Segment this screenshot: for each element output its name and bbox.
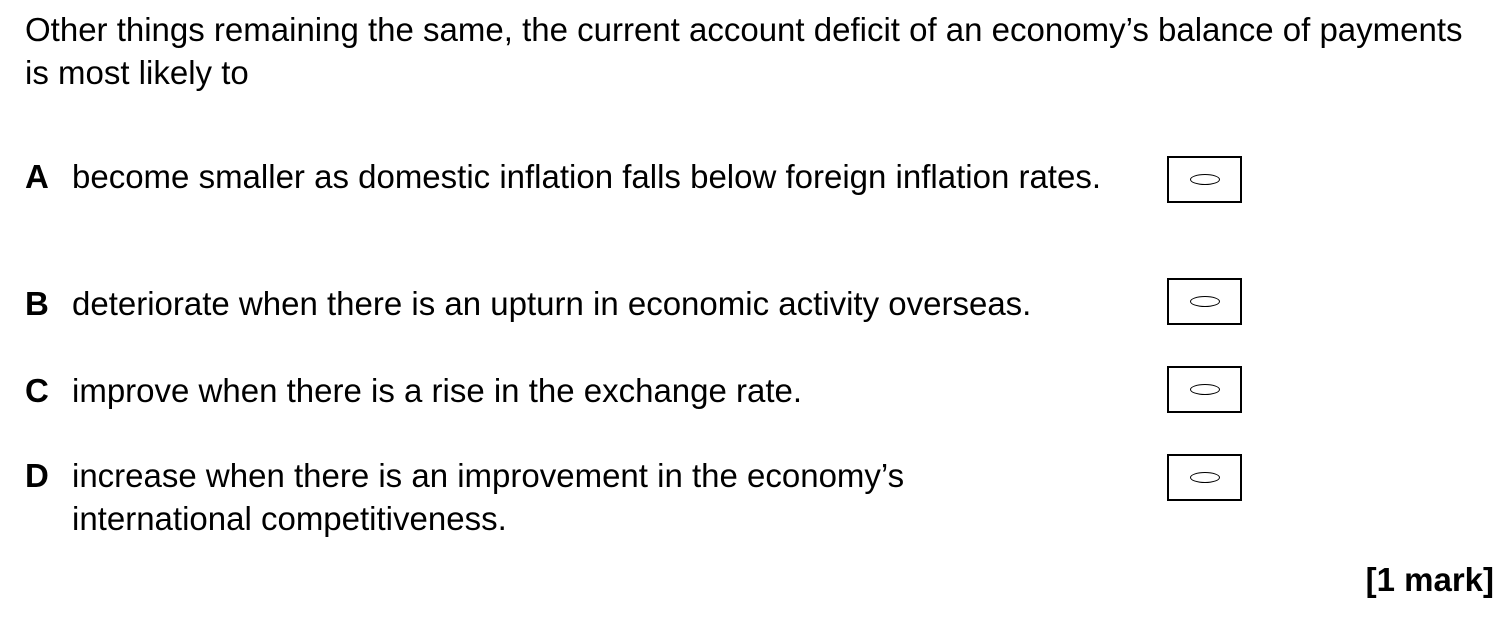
option-text: become smaller as domestic inflation fal… <box>72 158 1101 195</box>
oval-bubble-icon <box>1190 174 1220 185</box>
answer-box-c[interactable] <box>1167 366 1242 413</box>
option-letter: D <box>25 457 49 494</box>
answer-box-d[interactable] <box>1167 454 1242 501</box>
answer-box-a[interactable] <box>1167 156 1242 203</box>
answer-box-b[interactable] <box>1167 278 1242 325</box>
oval-bubble-icon <box>1190 296 1220 307</box>
option-letter: C <box>25 372 49 409</box>
option-text: deteriorate when there is an upturn in e… <box>72 285 1032 322</box>
option-letter: A <box>25 158 49 195</box>
oval-bubble-icon <box>1190 384 1220 395</box>
oval-bubble-icon <box>1190 472 1220 483</box>
option-text: improve when there is a rise in the exch… <box>72 372 803 409</box>
mark-allocation: [1 mark] <box>1365 561 1494 598</box>
option-letter: B <box>25 285 49 322</box>
option-text: increase when there is an improvement in… <box>72 457 905 537</box>
question-stem: Other things remaining the same, the cur… <box>25 11 1463 91</box>
